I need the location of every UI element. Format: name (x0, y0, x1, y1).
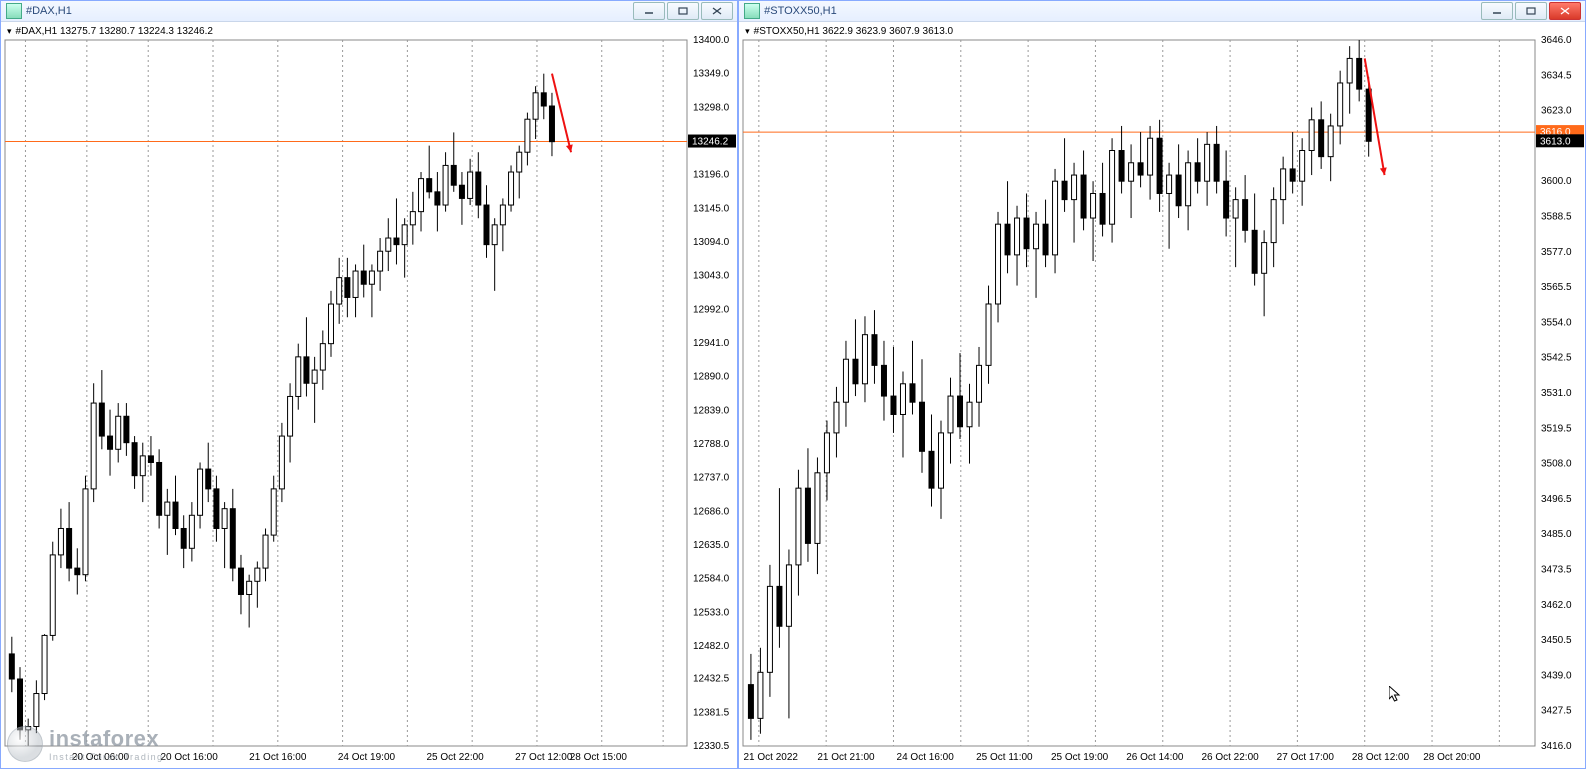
svg-text:20 Oct 06:00: 20 Oct 06:00 (72, 752, 130, 763)
svg-text:3427.5: 3427.5 (1541, 706, 1572, 717)
svg-text:3634.5: 3634.5 (1541, 70, 1572, 81)
svg-text:12890.0: 12890.0 (693, 372, 730, 383)
svg-text:3519.5: 3519.5 (1541, 423, 1572, 434)
minimize-button[interactable] (1481, 2, 1513, 20)
svg-text:28 Oct 20:00: 28 Oct 20:00 (1423, 752, 1481, 763)
svg-text:28 Oct 15:00: 28 Oct 15:00 (570, 752, 628, 763)
svg-text:12330.5: 12330.5 (693, 741, 730, 752)
svg-text:13196.0: 13196.0 (693, 170, 730, 181)
window-title: #DAX,H1 (26, 5, 72, 17)
maximize-button[interactable] (1515, 2, 1547, 20)
svg-text:12584.0: 12584.0 (693, 574, 730, 585)
svg-text:12686.0: 12686.0 (693, 506, 730, 517)
svg-text:12432.5: 12432.5 (693, 674, 730, 685)
title-left: #DAX,H1 (6, 3, 72, 19)
svg-text:12381.5: 12381.5 (693, 707, 730, 718)
svg-text:3613.0: 3613.0 (1540, 136, 1571, 147)
svg-text:27 Oct 17:00: 27 Oct 17:00 (1277, 752, 1335, 763)
svg-text:3473.5: 3473.5 (1541, 565, 1572, 576)
svg-text:13400.0: 13400.0 (693, 35, 730, 46)
svg-text:12941.0: 12941.0 (693, 338, 730, 349)
svg-text:13298.0: 13298.0 (693, 102, 730, 113)
svg-text:12788.0: 12788.0 (693, 439, 730, 450)
chart-svg-dax: 12330.5 12381.5 12432.5 12482.0 12533.0 12584… (1, 22, 737, 768)
svg-text:24 Oct 19:00: 24 Oct 19:00 (338, 752, 396, 763)
window-buttons (633, 2, 733, 20)
svg-text:25 Oct 22:00: 25 Oct 22:00 (426, 752, 484, 763)
svg-text:3508.0: 3508.0 (1541, 459, 1572, 470)
svg-text:26 Oct 14:00: 26 Oct 14:00 (1126, 752, 1184, 763)
svg-text:3462.0: 3462.0 (1541, 600, 1572, 611)
svg-text:21 Oct 16:00: 21 Oct 16:00 (249, 752, 307, 763)
svg-text:25 Oct 19:00: 25 Oct 19:00 (1051, 752, 1109, 763)
svg-text:20 Oct 16:00: 20 Oct 16:00 (161, 752, 219, 763)
svg-text:3416.0: 3416.0 (1541, 741, 1572, 752)
svg-text:12533.0: 12533.0 (693, 607, 730, 618)
chart-icon (6, 3, 22, 19)
svg-text:3485.0: 3485.0 (1541, 529, 1572, 540)
svg-text:3600.0: 3600.0 (1541, 176, 1572, 187)
svg-text:12482.0: 12482.0 (693, 641, 730, 652)
svg-text:3542.5: 3542.5 (1541, 353, 1572, 364)
svg-text:3588.5: 3588.5 (1541, 212, 1572, 223)
window-title: #STOXX50,H1 (764, 5, 837, 17)
svg-text:12839.0: 12839.0 (693, 405, 730, 416)
svg-text:3496.5: 3496.5 (1541, 494, 1572, 505)
workspace: #DAX,H1 ▾ #DAX,H1 13275.7 13280.7 13224.… (0, 0, 1586, 769)
svg-text:3623.0: 3623.0 (1541, 106, 1572, 117)
svg-text:3450.5: 3450.5 (1541, 635, 1572, 646)
svg-text:3554.0: 3554.0 (1541, 317, 1572, 328)
svg-text:28 Oct 12:00: 28 Oct 12:00 (1352, 752, 1410, 763)
svg-text:12737.0: 12737.0 (693, 473, 730, 484)
svg-text:12635.0: 12635.0 (693, 540, 730, 551)
svg-text:26 Oct 22:00: 26 Oct 22:00 (1202, 752, 1260, 763)
svg-text:21 Oct 2022: 21 Oct 2022 (744, 752, 799, 763)
svg-text:3531.0: 3531.0 (1541, 388, 1572, 399)
close-button[interactable] (701, 2, 733, 20)
close-button[interactable] (1549, 2, 1581, 20)
titlebar-dax[interactable]: #DAX,H1 (1, 1, 737, 22)
titlebar-stoxx[interactable]: #STOXX50,H1 (739, 1, 1585, 22)
window-buttons (1481, 2, 1581, 20)
svg-text:13145.0: 13145.0 (693, 203, 730, 214)
minimize-button[interactable] (633, 2, 665, 20)
window-dax: #DAX,H1 ▾ #DAX,H1 13275.7 13280.7 13224.… (0, 0, 738, 769)
chart-area-stoxx[interactable]: ▾ #STOXX50,H1 3622.9 3623.9 3607.9 3613.… (739, 22, 1585, 768)
svg-text:24 Oct 16:00: 24 Oct 16:00 (897, 752, 955, 763)
svg-text:3577.0: 3577.0 (1541, 247, 1572, 258)
svg-text:13246.2: 13246.2 (692, 137, 729, 148)
svg-text:3565.5: 3565.5 (1541, 282, 1572, 293)
chart-area-dax[interactable]: ▾ #DAX,H1 13275.7 13280.7 13224.3 13246.… (1, 22, 737, 768)
svg-text:3646.0: 3646.0 (1541, 35, 1572, 46)
svg-text:13349.0: 13349.0 (693, 69, 730, 80)
svg-text:21 Oct 21:00: 21 Oct 21:00 (817, 752, 875, 763)
chart-icon (744, 3, 760, 19)
window-stoxx: #STOXX50,H1 ▾ #STOXX50,H1 3622.9 3623.9 … (738, 0, 1586, 769)
title-left: #STOXX50,H1 (744, 3, 837, 19)
svg-text:25 Oct 11:00: 25 Oct 11:00 (976, 752, 1033, 763)
svg-text:3439.0: 3439.0 (1541, 670, 1572, 681)
svg-text:12992.0: 12992.0 (693, 304, 730, 315)
svg-text:27 Oct 12:00: 27 Oct 12:00 (515, 752, 573, 763)
svg-text:13043.0: 13043.0 (693, 271, 730, 282)
maximize-button[interactable] (667, 2, 699, 20)
chart-svg-stoxx: 3416.0 3427.5 3439.0 3450.5 3462.0 3473.5 3485… (739, 22, 1585, 768)
svg-text:13094.0: 13094.0 (693, 237, 730, 248)
